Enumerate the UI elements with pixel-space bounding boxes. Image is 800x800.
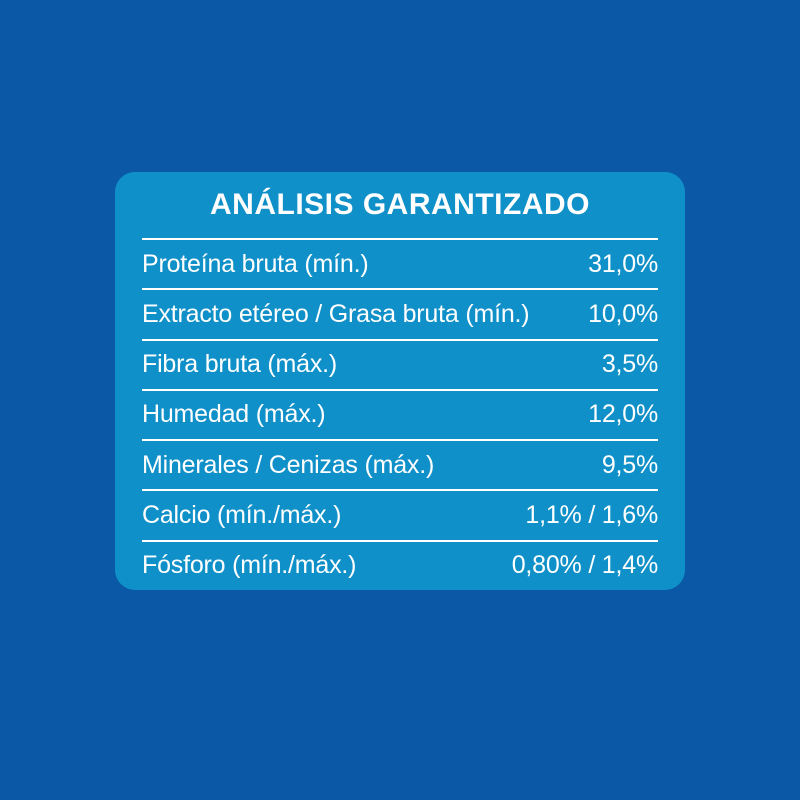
panel-title: ANÁLISIS GARANTIZADO <box>210 188 590 221</box>
row-label: Fibra bruta (máx.) <box>142 350 338 379</box>
table-row: Humedad (máx.) 12,0% <box>142 388 658 439</box>
row-value: 12,0% <box>588 400 658 429</box>
row-value: 3,5% <box>601 350 658 379</box>
row-label: Minerales / Cenizas (máx.) <box>142 450 435 479</box>
table-row: Proteína bruta (mín.) 31,0% <box>142 238 658 288</box>
row-label: Humedad (máx.) <box>142 400 326 429</box>
row-value: 0,80% / 1,4% <box>511 551 659 580</box>
row-value: 10,0% <box>588 299 658 328</box>
table-row: Fósforo (mín./máx.) 0,80% / 1,4% <box>142 539 659 590</box>
table-row: Calcio (mín./máx.) 1,1% / 1,6% <box>142 489 658 539</box>
row-value: 9,5% <box>601 450 658 479</box>
row-label: Extracto etéreo / Grasa bruta (mín.) <box>142 299 530 328</box>
analysis-table: Proteína bruta (mín.) 31,0% Extracto etére… <box>142 238 658 590</box>
table-row: Fibra bruta (máx.) 3,5% <box>142 338 658 389</box>
row-label: Proteína bruta (mín.) <box>142 249 369 278</box>
row-label: Calcio (mín./máx.) <box>142 501 342 530</box>
guaranteed-analysis-panel: ANÁLISIS GARANTIZADO Proteína bruta (mín… <box>115 172 685 590</box>
row-value: 1,1% / 1,6% <box>525 501 658 530</box>
table-row: Minerales / Cenizas (máx.) 9,5% <box>142 439 658 489</box>
table-row: Extracto etéreo / Grasa bruta (mín.) 10,0… <box>142 288 658 338</box>
row-value: 31,0% <box>588 249 658 278</box>
row-label: Fósforo (mín./máx.) <box>142 551 357 580</box>
